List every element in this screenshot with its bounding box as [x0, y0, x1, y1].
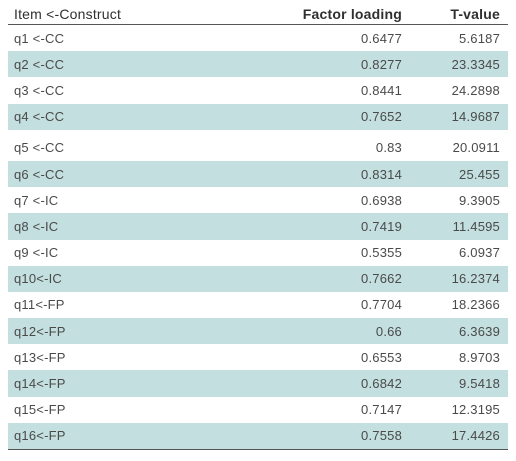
loading-cell: 0.7558 [361, 428, 402, 444]
table-row: q9 <-IC 0.5355 6.0937 [8, 240, 508, 266]
loading-cell: 0.7662 [361, 271, 402, 287]
item-cell: q1 <-CC [14, 30, 65, 46]
loading-cell: 0.6553 [361, 349, 402, 365]
factor-loading-table: Item <-Construct Factor loading T-value … [8, 0, 508, 450]
header-t-value: T-value [450, 6, 500, 22]
item-cell: q8 <-IC [14, 218, 59, 234]
table-row: q13<-FP 0.6553 8.9703 [8, 344, 508, 370]
t-value-cell: 6.0937 [459, 245, 500, 261]
item-cell: q11<-FP [14, 297, 65, 313]
table-row: q16<-FP 0.7558 17.4426 [8, 422, 508, 449]
loading-cell: 0.6938 [361, 192, 402, 208]
table-row: q10<-IC 0.7662 16.2374 [8, 265, 508, 292]
table-row: q3 <-CC 0.8441 24.2898 [8, 77, 508, 103]
t-value-cell: 23.3345 [451, 56, 500, 72]
t-value-cell: 12.3195 [451, 402, 500, 418]
item-cell: q13<-FP [14, 349, 66, 365]
t-value-cell: 20.0911 [452, 140, 500, 156]
loading-cell: 0.7652 [361, 109, 402, 125]
loading-cell: 0.8277 [361, 56, 402, 72]
loading-cell: 0.6842 [361, 376, 402, 392]
t-value-cell: 24.2898 [451, 82, 500, 98]
t-value-cell: 11.4595 [452, 218, 500, 234]
loading-cell: 0.8441 [361, 82, 402, 98]
t-value-cell: 17.4426 [451, 428, 500, 444]
item-cell: q6 <-CC [14, 166, 65, 182]
loading-cell: 0.83 [375, 140, 402, 156]
table-row: q15<-FP 0.7147 12.3195 [8, 397, 508, 423]
t-value-cell: 25.455 [459, 166, 500, 182]
item-cell: q15<-FP [14, 402, 66, 418]
t-value-cell: 9.3905 [459, 192, 500, 208]
table-row: q6 <-CC 0.8314 25.455 [8, 160, 508, 188]
t-value-cell: 8.9703 [459, 349, 500, 365]
item-cell: q3 <-CC [14, 82, 65, 98]
item-cell: q16<-FP [14, 428, 66, 444]
t-value-cell: 16.2374 [451, 271, 500, 287]
t-value-cell: 14.9687 [451, 109, 500, 125]
table-row: q1 <-CC 0.6477 5.6187 [8, 25, 508, 51]
loading-cell: 0.7704 [361, 297, 402, 313]
table-row: q2 <-CC 0.8277 23.3345 [8, 51, 508, 78]
item-cell: q14<-FP [14, 376, 66, 392]
table-row: q5 <-CC 0.83 20.0911 [8, 135, 508, 161]
t-value-cell: 18.2366 [451, 297, 500, 313]
item-cell: q10<-IC [14, 271, 63, 287]
item-cell: q4 <-CC [14, 109, 65, 125]
table-header: Item <-Construct Factor loading T-value [8, 0, 508, 25]
loading-cell: 0.7419 [361, 218, 402, 234]
t-value-cell: 9.5418 [459, 376, 500, 392]
header-item-construct: Item <-Construct [14, 6, 122, 22]
loading-cell: 0.5355 [361, 245, 402, 261]
item-cell: q2 <-CC [14, 56, 65, 72]
table-row: q7 <-IC 0.6938 9.3905 [8, 187, 508, 213]
table-row: q8 <-IC 0.7419 11.4595 [8, 213, 508, 240]
loading-cell: 0.6477 [361, 30, 402, 46]
table-bottom-rule [8, 449, 508, 450]
header-factor-loading: Factor loading [302, 6, 402, 22]
t-value-cell: 6.3639 [459, 323, 500, 339]
item-cell: q9 <-IC [14, 245, 59, 261]
table-row: q11<-FP 0.7704 18.2366 [8, 292, 508, 318]
loading-cell: 0.8314 [361, 166, 402, 182]
t-value-cell: 5.6187 [459, 30, 500, 46]
table-row: q4 <-CC 0.7652 14.9687 [8, 103, 508, 130]
loading-cell: 0.66 [375, 323, 402, 339]
item-cell: q12<-FP [14, 323, 66, 339]
table-row: q14<-FP 0.6842 9.5418 [8, 370, 508, 397]
item-cell: q5 <-CC [14, 140, 65, 156]
loading-cell: 0.7147 [361, 402, 402, 418]
item-cell: q7 <-IC [14, 192, 59, 208]
table-row: q12<-FP 0.66 6.3639 [8, 318, 508, 345]
